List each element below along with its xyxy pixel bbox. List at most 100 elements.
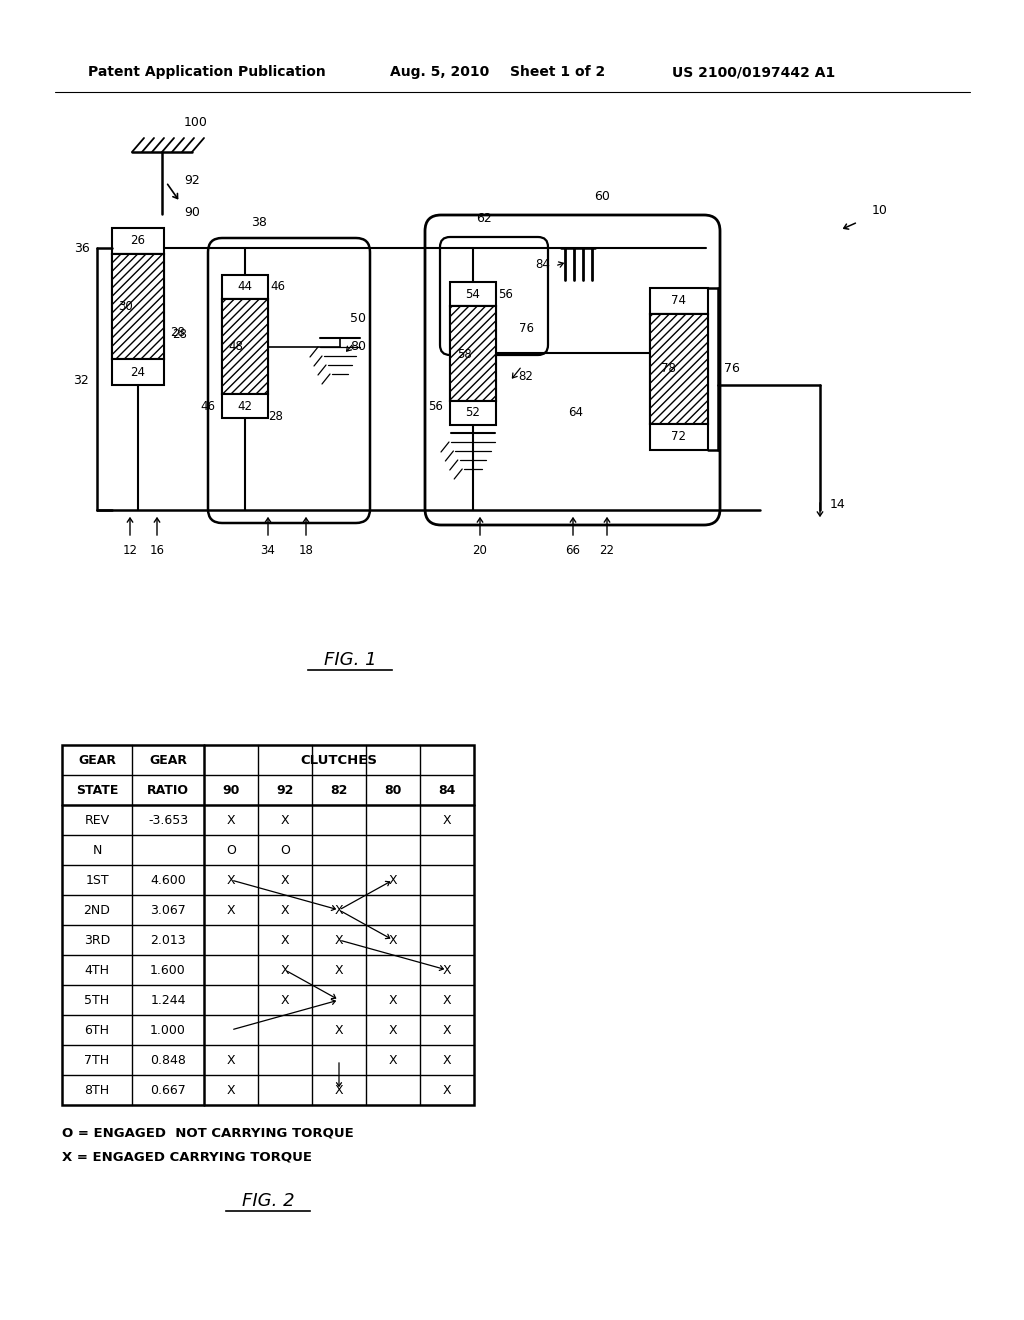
Text: 56: 56 — [429, 400, 443, 413]
Text: 58: 58 — [457, 347, 471, 360]
Text: 84: 84 — [438, 784, 456, 796]
Text: 28: 28 — [268, 409, 284, 422]
Text: X: X — [281, 933, 290, 946]
Bar — [450, 306, 496, 401]
Text: 64: 64 — [568, 407, 584, 420]
Text: X: X — [389, 874, 397, 887]
Text: 54: 54 — [466, 288, 480, 301]
Text: 2.013: 2.013 — [151, 933, 185, 946]
Bar — [112, 253, 164, 359]
Text: 46: 46 — [201, 400, 215, 412]
Text: 80: 80 — [350, 339, 366, 352]
Text: X: X — [281, 813, 290, 826]
Text: 4TH: 4TH — [85, 964, 110, 977]
Text: 22: 22 — [599, 544, 614, 557]
Text: X: X — [335, 933, 343, 946]
Bar — [112, 253, 164, 359]
Text: 46: 46 — [270, 281, 286, 293]
Text: 18: 18 — [299, 544, 313, 557]
Text: X: X — [281, 964, 290, 977]
Text: 72: 72 — [672, 430, 686, 444]
Bar — [112, 359, 164, 385]
Text: 28: 28 — [173, 327, 187, 341]
Text: X: X — [226, 1053, 236, 1067]
Text: 8TH: 8TH — [84, 1084, 110, 1097]
Text: 2ND: 2ND — [84, 903, 111, 916]
Text: 3RD: 3RD — [84, 933, 111, 946]
Text: 12: 12 — [123, 544, 137, 557]
Bar — [222, 393, 268, 418]
Text: 56: 56 — [499, 288, 513, 301]
Text: O: O — [280, 843, 290, 857]
Text: X: X — [442, 1084, 452, 1097]
Text: 32: 32 — [73, 374, 89, 387]
Text: 0.667: 0.667 — [151, 1084, 186, 1097]
Text: 76: 76 — [724, 362, 740, 375]
Text: 10: 10 — [872, 203, 888, 216]
Text: CLUTCHES: CLUTCHES — [300, 754, 378, 767]
Text: 80: 80 — [384, 784, 401, 796]
FancyBboxPatch shape — [440, 238, 548, 355]
Bar — [450, 282, 496, 306]
Text: X: X — [226, 903, 236, 916]
Bar — [650, 288, 708, 314]
Text: 14: 14 — [830, 499, 846, 511]
Text: STATE: STATE — [76, 784, 118, 796]
Text: -3.653: -3.653 — [147, 813, 188, 826]
Text: 66: 66 — [565, 544, 581, 557]
Text: 82: 82 — [331, 784, 348, 796]
Text: 92: 92 — [276, 784, 294, 796]
Text: 44: 44 — [238, 281, 253, 293]
Text: 28: 28 — [171, 326, 185, 338]
Bar — [650, 314, 708, 424]
Text: X: X — [389, 933, 397, 946]
Text: 24: 24 — [130, 366, 145, 379]
Bar — [222, 275, 268, 300]
Bar — [222, 300, 268, 393]
Bar — [450, 306, 496, 401]
Text: 34: 34 — [260, 544, 275, 557]
Text: Sheet 1 of 2: Sheet 1 of 2 — [510, 65, 605, 79]
Text: 0.848: 0.848 — [151, 1053, 186, 1067]
Text: 84: 84 — [536, 257, 551, 271]
Bar — [62, 744, 474, 1105]
Text: Patent Application Publication: Patent Application Publication — [88, 65, 326, 79]
Text: 16: 16 — [150, 544, 165, 557]
Text: 100: 100 — [184, 116, 208, 128]
Text: X: X — [389, 994, 397, 1006]
FancyBboxPatch shape — [208, 238, 370, 523]
Bar — [650, 314, 708, 424]
Text: 1.600: 1.600 — [151, 964, 186, 977]
Text: GEAR: GEAR — [150, 754, 187, 767]
Text: X: X — [281, 994, 290, 1006]
Text: 1.244: 1.244 — [151, 994, 185, 1006]
Text: X: X — [335, 1084, 343, 1097]
Text: 90: 90 — [184, 206, 200, 219]
Text: 20: 20 — [472, 544, 487, 557]
Text: X = ENGAGED CARRYING TORQUE: X = ENGAGED CARRYING TORQUE — [62, 1151, 312, 1163]
Text: X: X — [335, 964, 343, 977]
Text: 48: 48 — [228, 341, 244, 354]
Text: 50: 50 — [350, 312, 366, 325]
Text: 6TH: 6TH — [85, 1023, 110, 1036]
Bar — [450, 401, 496, 425]
Text: 30: 30 — [119, 300, 133, 313]
FancyBboxPatch shape — [425, 215, 720, 525]
Text: 26: 26 — [130, 235, 145, 248]
Text: 1ST: 1ST — [85, 874, 109, 887]
Text: 74: 74 — [672, 294, 686, 308]
Text: 92: 92 — [184, 173, 200, 186]
Text: 1.000: 1.000 — [151, 1023, 186, 1036]
Text: 3.067: 3.067 — [151, 903, 186, 916]
Text: 82: 82 — [518, 370, 534, 383]
Text: O: O — [226, 843, 236, 857]
Bar — [222, 300, 268, 393]
Text: X: X — [335, 903, 343, 916]
Text: 7TH: 7TH — [84, 1053, 110, 1067]
Text: 42: 42 — [238, 400, 253, 412]
Bar — [112, 253, 164, 359]
Text: O = ENGAGED  NOT CARRYING TORQUE: O = ENGAGED NOT CARRYING TORQUE — [62, 1126, 353, 1139]
Text: X: X — [442, 813, 452, 826]
Bar — [112, 228, 164, 253]
Text: X: X — [442, 1053, 452, 1067]
